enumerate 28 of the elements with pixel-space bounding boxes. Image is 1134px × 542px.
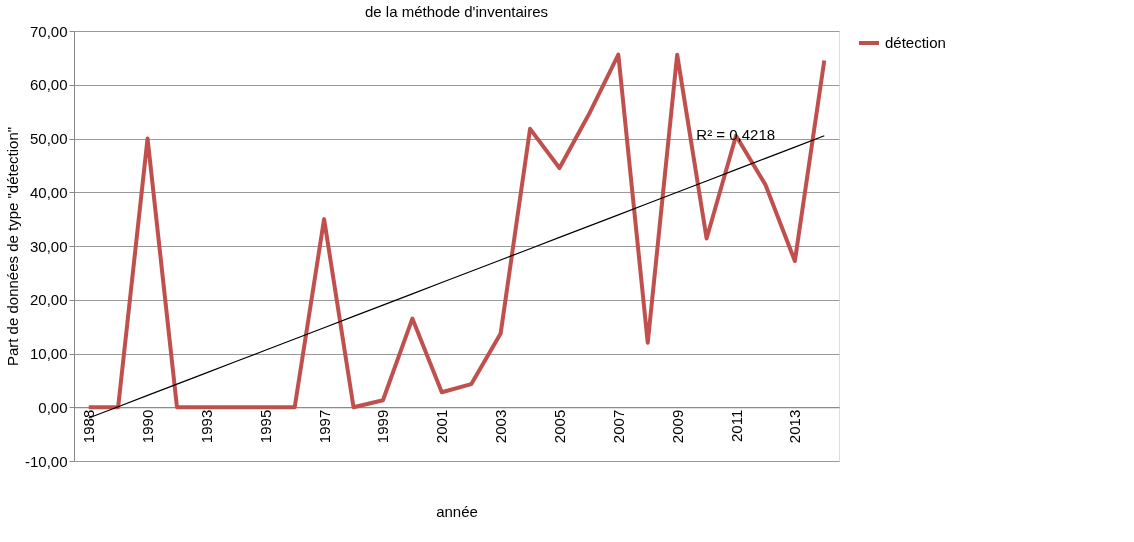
y-tick-label: 50,00 [29,130,68,147]
y-tick-label: 70,00 [29,22,68,40]
line-series [86,52,827,410]
y-tick-label: 30,00 [29,237,68,255]
y-tick-label: 20,00 [29,291,68,309]
x-tick-label: 2011 [727,409,745,443]
x-tick-label: 2013 [786,409,804,444]
x-tick-label: 2005 [550,409,568,444]
annotation: R² = 0,4218 [696,125,776,143]
x-tick-label: 1999 [374,409,392,444]
y-tick-label: -10,00 [24,452,68,470]
x-tick-label: 2007 [609,409,627,444]
x-tick-label: 1993 [197,409,215,444]
y-tick-label: 0,00 [38,398,68,416]
y-axis-title: Part de données de type "détection" [3,126,21,367]
x-tick-label: 1990 [139,409,157,444]
x-tick-label: 1995 [256,409,274,444]
x-axis-title: année [436,502,478,520]
x-tick-label: 2001 [433,409,451,444]
y-tick-label: 60,00 [29,76,68,94]
x-tick-label: 2009 [668,409,686,444]
chart-title: de la méthode d'inventaires [365,3,548,20]
y-tick-label: 10,00 [29,345,68,362]
x-tick-label: 2003 [492,409,510,444]
x-tick-label: 1988 [80,409,98,444]
y-tick-label: 40,00 [29,183,68,201]
x-tick-label: 1997 [315,409,333,444]
legend-label: détection [885,34,946,51]
